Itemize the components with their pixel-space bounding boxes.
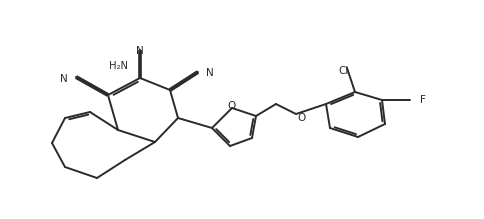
Text: O: O <box>228 101 236 111</box>
Text: H₂N: H₂N <box>108 61 127 71</box>
Text: N: N <box>206 68 214 78</box>
Text: O: O <box>297 113 305 123</box>
Text: Cl: Cl <box>338 66 349 76</box>
Text: N: N <box>136 46 144 56</box>
Text: F: F <box>420 95 426 105</box>
Text: N: N <box>60 74 67 84</box>
